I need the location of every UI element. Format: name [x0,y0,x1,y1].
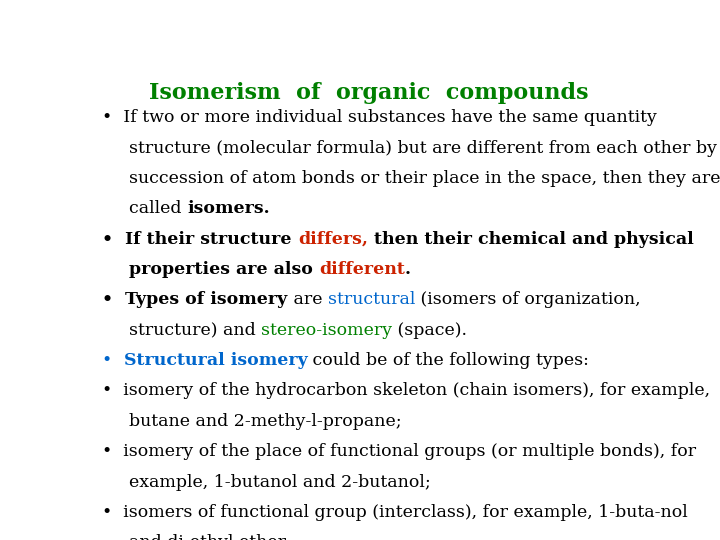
Text: Types of isomery: Types of isomery [125,292,288,308]
Text: are: are [288,292,328,308]
Text: •: • [102,292,125,308]
Text: (space).: (space). [392,322,467,339]
Text: •  isomery of the place of functional groups (or multiple bonds), for: • isomery of the place of functional gro… [102,443,696,460]
Text: (isomers of organization,: (isomers of organization, [415,292,641,308]
Text: succession of atom bonds or their place in the space, then they are: succession of atom bonds or their place … [129,170,720,187]
Text: and di-ethyl ether.: and di-ethyl ether. [129,534,289,540]
Text: •: • [102,352,124,369]
Text: butane and 2-methy-l-propane;: butane and 2-methy-l-propane; [129,413,402,430]
Text: isomers.: isomers. [187,200,270,218]
Text: example, 1-butanol and 2-butanol;: example, 1-butanol and 2-butanol; [129,474,431,490]
Text: •  If two or more individual substances have the same quantity: • If two or more individual substances h… [102,109,657,126]
Text: properties are also: properties are also [129,261,319,278]
Text: Structural isomery: Structural isomery [124,352,307,369]
Text: could be of the following types:: could be of the following types: [307,352,589,369]
Text: stereo-isomery: stereo-isomery [261,322,392,339]
Text: different: different [319,261,405,278]
Text: called: called [129,200,187,218]
Text: •  isomers of functional group (interclass), for example, 1-buta-nol: • isomers of functional group (interclas… [102,504,688,521]
Text: .: . [405,261,411,278]
Text: differs,: differs, [298,231,368,248]
Text: structure) and: structure) and [129,322,261,339]
Text: •  isomery of the hydrocarbon skeleton (chain isomers), for example,: • isomery of the hydrocarbon skeleton (c… [102,382,711,400]
Text: structure (molecular formula) but are different from each other by the: structure (molecular formula) but are di… [129,140,720,157]
Text: Isomerism  of  organic  compounds: Isomerism of organic compounds [149,82,589,104]
Text: then their chemical and physical: then their chemical and physical [368,231,693,248]
Text: If their structure: If their structure [125,231,298,248]
Text: •: • [102,231,125,248]
Text: structural: structural [328,292,415,308]
